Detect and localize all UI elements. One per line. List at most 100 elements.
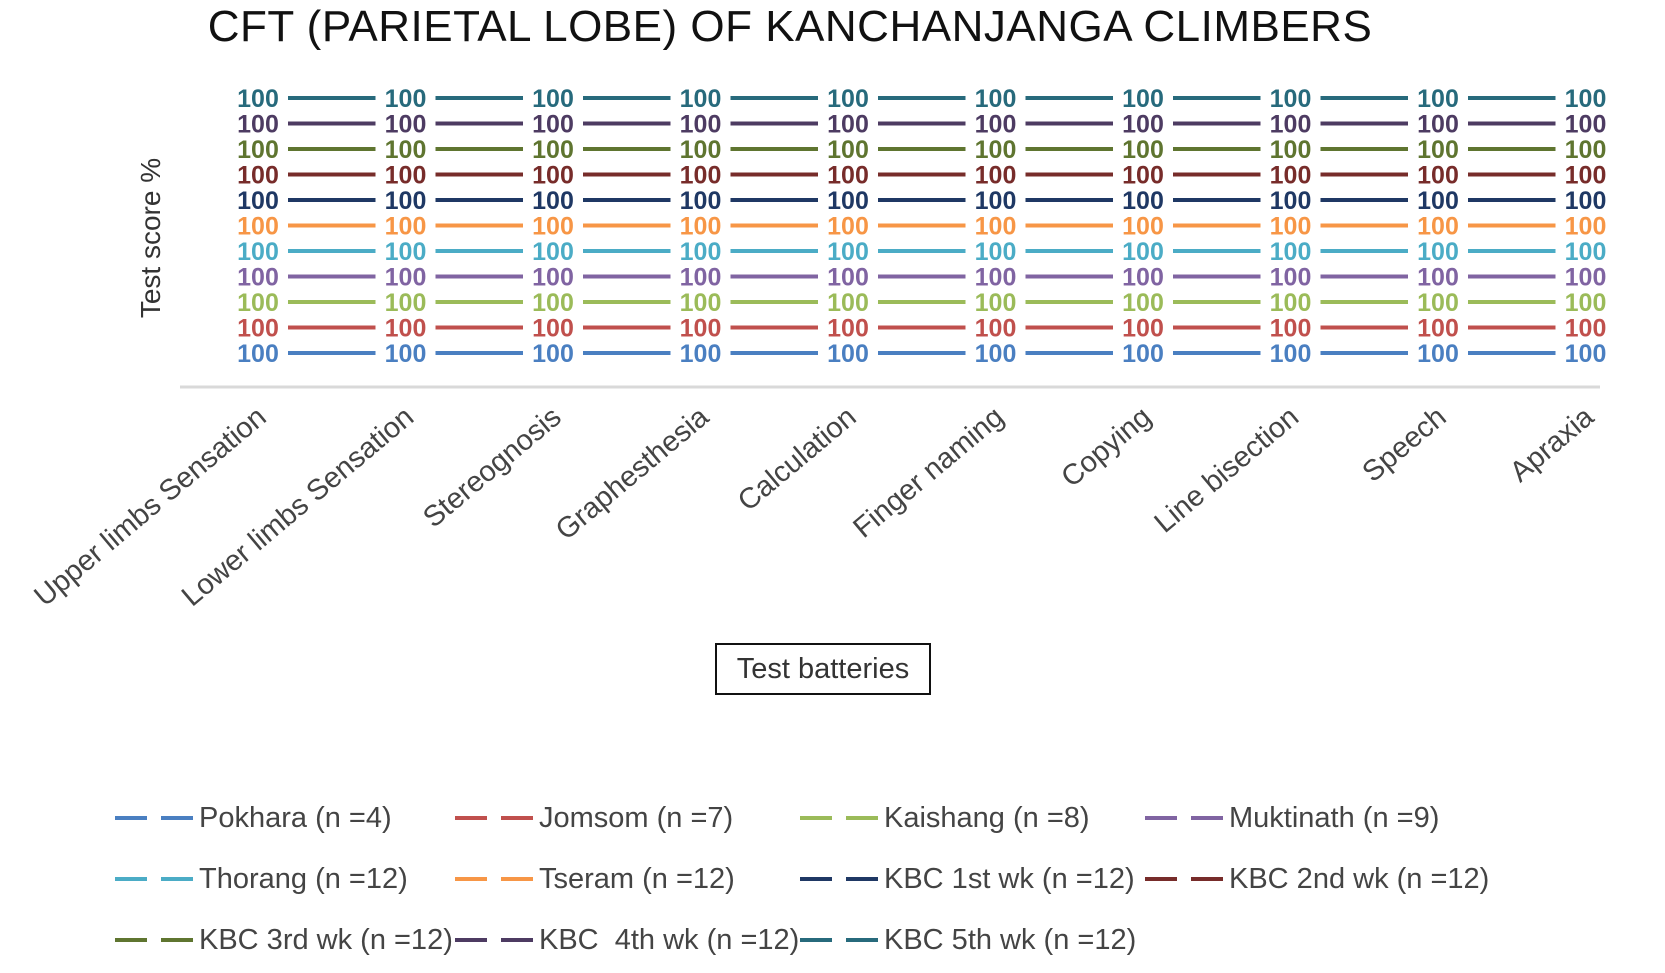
data-label: 100 (827, 238, 869, 266)
data-label: 100 (237, 264, 279, 292)
x-tick-label: Line bisection (1149, 401, 1305, 540)
data-label: 100 (680, 162, 722, 190)
legend-label: Jomsom (n =7) (539, 801, 734, 834)
data-label: 100 (1565, 289, 1607, 317)
series-3: 100 100 100 100 100 100 100 100 100 100 (237, 264, 1606, 292)
data-label: 100 (680, 85, 722, 113)
y-axis-label: Test score % (135, 158, 166, 318)
data-label: 100 (680, 340, 722, 368)
data-label: 100 (1122, 136, 1164, 164)
series-1: 100 100 100 100 100 100 100 100 100 100 (237, 315, 1606, 343)
data-label: 100 (532, 213, 574, 241)
series-5: 100 100 100 100 100 100 100 100 100 100 (237, 213, 1606, 241)
data-label: 100 (1565, 340, 1607, 368)
data-label: 100 (1270, 289, 1312, 317)
data-label: 100 (975, 111, 1017, 139)
data-label: 100 (1417, 315, 1459, 343)
series-10: 100 100 100 100 100 100 100 100 100 100 (237, 85, 1606, 113)
data-label: 100 (1417, 162, 1459, 190)
series-6: 100 100 100 100 100 100 100 100 100 100 (237, 187, 1606, 215)
x-tick-label: Copying (1055, 401, 1157, 494)
data-label: 100 (532, 315, 574, 343)
data-label: 100 (532, 162, 574, 190)
data-label: 100 (1565, 85, 1607, 113)
x-tick-label: Finger naming (847, 401, 1010, 545)
x-tick-label: Graphesthesia (550, 400, 716, 546)
data-label: 100 (1270, 162, 1312, 190)
data-label: 100 (1122, 289, 1164, 317)
data-label: 100 (1122, 162, 1164, 190)
data-label: 100 (1417, 85, 1459, 113)
data-label: 100 (385, 238, 427, 266)
data-label: 100 (532, 187, 574, 215)
legend-label: KBC 2nd wk (n =12) (1229, 862, 1490, 895)
data-label: 100 (1417, 187, 1459, 215)
legend-item: Tseram (n =12) (455, 859, 735, 899)
data-label: 100 (680, 315, 722, 343)
data-label: 100 (827, 289, 869, 317)
legend-swatch (800, 877, 880, 881)
data-label: 100 (237, 187, 279, 215)
series-8: 100 100 100 100 100 100 100 100 100 100 (237, 136, 1606, 164)
data-label: 100 (532, 238, 574, 266)
data-label: 100 (237, 162, 279, 190)
data-label: 100 (1270, 213, 1312, 241)
data-label: 100 (827, 264, 869, 292)
data-label: 100 (1565, 162, 1607, 190)
data-label: 100 (975, 85, 1017, 113)
x-tick-label: Calculation (732, 401, 862, 518)
data-label: 100 (680, 264, 722, 292)
x-tick-label: Speech (1357, 401, 1453, 489)
legend-label: Muktinath (n =9) (1229, 801, 1440, 834)
data-label: 100 (385, 289, 427, 317)
data-label: 100 (975, 136, 1017, 164)
data-label: 100 (1122, 187, 1164, 215)
data-label: 100 (1122, 85, 1164, 113)
data-label: 100 (680, 187, 722, 215)
data-label: 100 (1270, 264, 1312, 292)
data-label: 100 (385, 264, 427, 292)
data-label: 100 (827, 213, 869, 241)
legend-item: KBC 4th wk (n =12) (455, 920, 799, 960)
series-0: 100 100 100 100 100 100 100 100 100 100 (237, 340, 1606, 368)
data-label: 100 (975, 213, 1017, 241)
legend-swatch (455, 877, 535, 881)
series-9: 100 100 100 100 100 100 100 100 100 100 (237, 111, 1606, 139)
data-label: 100 (1565, 315, 1607, 343)
data-label: 100 (1565, 136, 1607, 164)
data-label: 100 (680, 289, 722, 317)
data-label: 100 (975, 162, 1017, 190)
data-label: 100 (1122, 340, 1164, 368)
data-label: 100 (1417, 111, 1459, 139)
data-label: 100 (1417, 238, 1459, 266)
data-label: 100 (532, 136, 574, 164)
data-label: 100 (237, 315, 279, 343)
legend-item: KBC 2nd wk (n =12) (1145, 859, 1489, 899)
data-label: 100 (532, 85, 574, 113)
data-label: 100 (1270, 315, 1312, 343)
data-label: 100 (1270, 111, 1312, 139)
data-label: 100 (1270, 238, 1312, 266)
data-label: 100 (1122, 264, 1164, 292)
data-label: 100 (1270, 340, 1312, 368)
data-label: 100 (532, 340, 574, 368)
data-label: 100 (237, 340, 279, 368)
legend-swatch (1145, 877, 1225, 881)
data-label: 100 (680, 136, 722, 164)
data-label: 100 (1565, 238, 1607, 266)
data-label: 100 (680, 213, 722, 241)
data-label: 100 (532, 111, 574, 139)
legend-item: KBC 5th wk (n =12) (800, 920, 1136, 960)
data-label: 100 (1565, 187, 1607, 215)
legend-swatch (115, 877, 195, 881)
data-label: 100 (1417, 264, 1459, 292)
x-axis-label: Test batteries (715, 643, 931, 695)
data-label: 100 (1565, 264, 1607, 292)
legend-swatch (800, 816, 880, 820)
data-label: 100 (975, 315, 1017, 343)
data-label: 100 (385, 136, 427, 164)
legend-item: KBC 1st wk (n =12) (800, 859, 1135, 899)
legend-label: KBC 3rd wk (n =12) (199, 923, 453, 956)
legend-label: KBC 1st wk (n =12) (884, 862, 1135, 895)
data-label: 100 (385, 187, 427, 215)
